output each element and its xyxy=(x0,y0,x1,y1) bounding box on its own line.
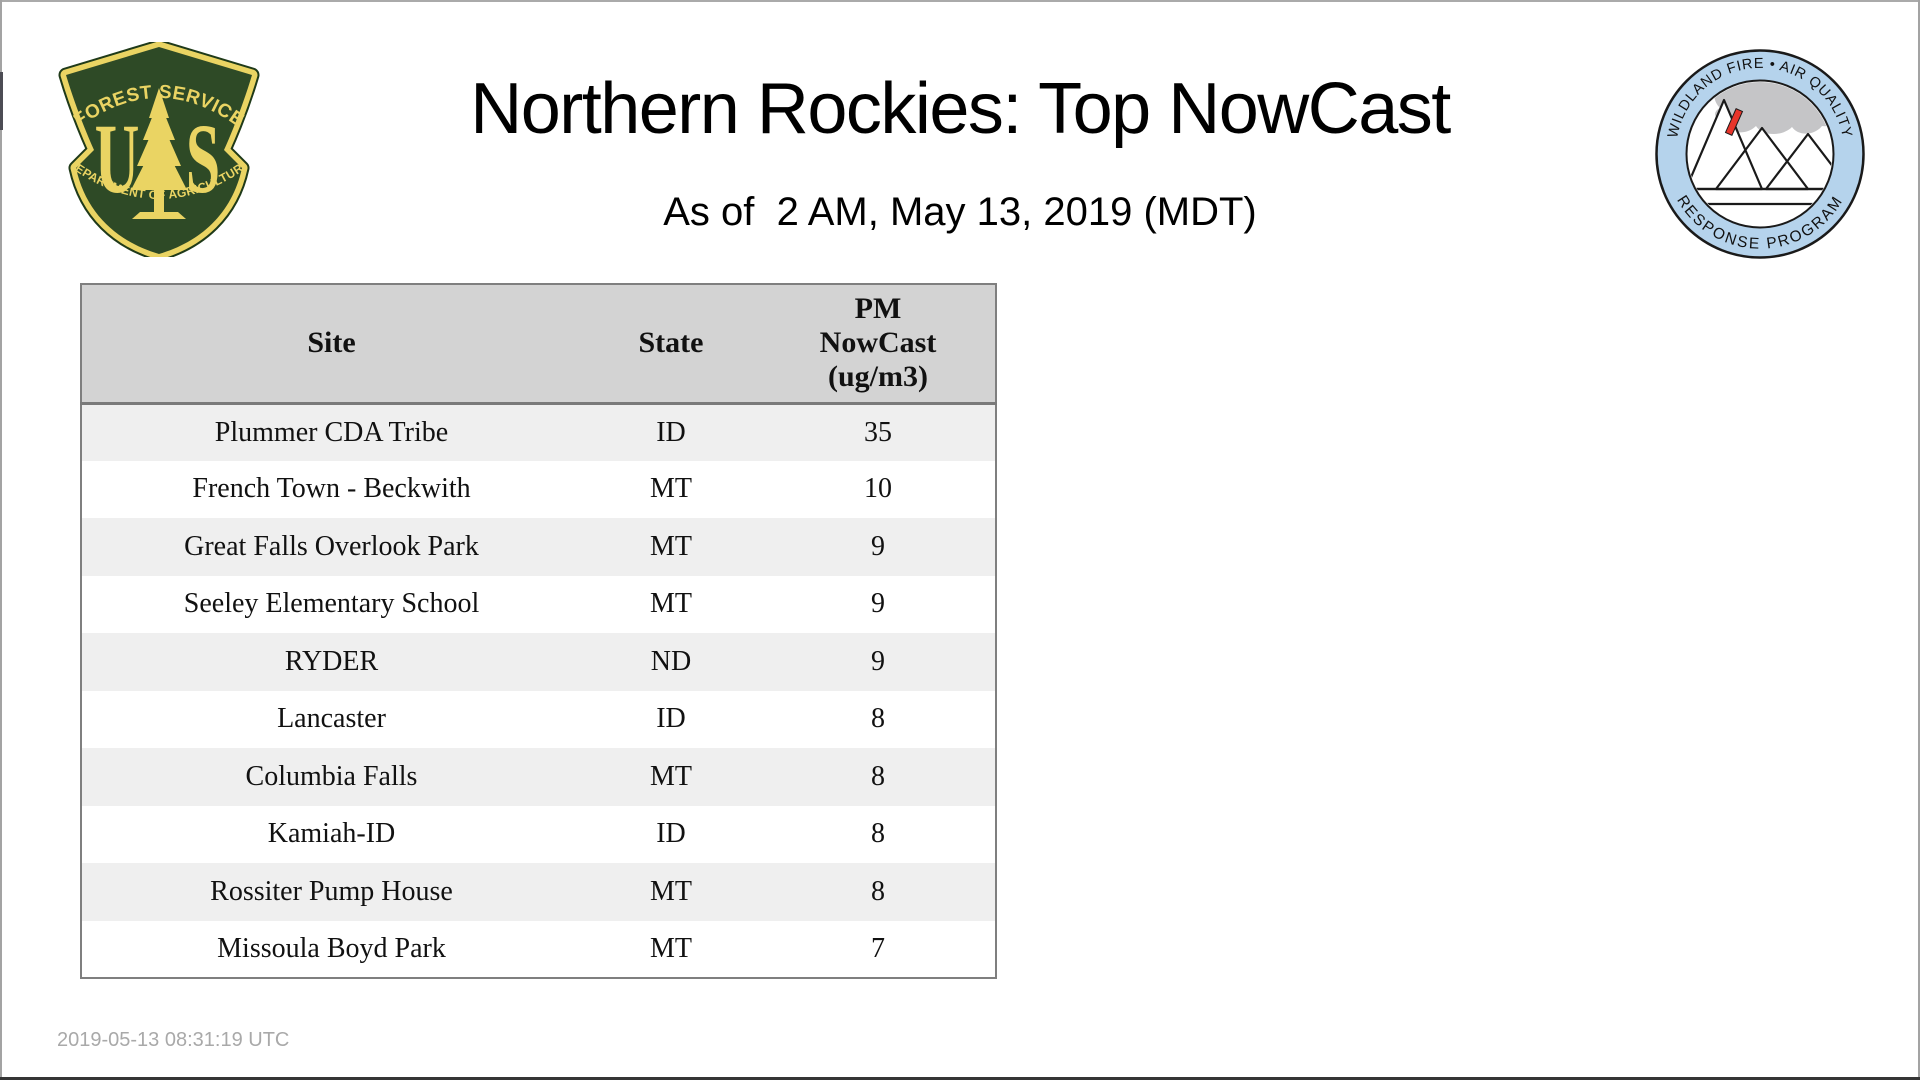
page-border-bottom xyxy=(0,1077,1920,1080)
table-row: Plummer CDA Tribe ID 35 xyxy=(81,403,996,461)
nowcast-table: Site State PM NowCast (ug/m3) Plummer CD… xyxy=(80,283,997,979)
site-cell: Seeley Elementary School xyxy=(183,588,480,620)
pm-value-cell: 8 xyxy=(871,875,885,907)
table-row: Kamiah-ID ID 8 xyxy=(81,805,996,863)
page-border-left xyxy=(0,0,2,1080)
table-row: Great Falls Overlook Park MT 9 xyxy=(81,518,996,576)
flame-mark-icon xyxy=(1724,108,1744,136)
page-subtitle: As of 2 AM, May 13, 2019 (MDT) xyxy=(663,190,1257,234)
column-header-pm-nowcast: PM NowCast (ug/m3) xyxy=(761,284,996,403)
state-cell: ID xyxy=(656,416,686,448)
state-cell: MT xyxy=(650,588,692,620)
site-cell: Plummer CDA Tribe xyxy=(214,416,449,448)
pm-value-cell: 8 xyxy=(871,760,885,792)
generated-timestamp: 2019-05-13 08:31:19 UTC xyxy=(57,1029,290,1051)
airfire-program-logo-icon: WILDLAND FIRE • AIR QUALITY RESPONSE PRO… xyxy=(1655,49,1865,259)
pm-value-cell: 9 xyxy=(871,645,885,677)
state-cell: MT xyxy=(650,760,692,792)
site-cell: Kamiah-ID xyxy=(267,818,396,850)
forest-service-logo-icon: FOREST SERVICE U S DEPARTMENT OF AGRICUL… xyxy=(54,42,260,257)
site-cell: RYDER xyxy=(284,645,379,677)
pm-value-cell: 9 xyxy=(871,530,885,562)
state-cell: MT xyxy=(650,875,692,907)
table-header: Site State PM NowCast (ug/m3) xyxy=(81,284,996,403)
table-row: French Town - Beckwith MT 10 xyxy=(81,460,996,518)
table-row: Seeley Elementary School MT 9 xyxy=(81,575,996,633)
state-cell: ID xyxy=(656,703,686,735)
page-border-left-mark xyxy=(0,72,3,130)
column-header-state: State xyxy=(638,326,704,360)
table-body: Plummer CDA Tribe ID 35 French Town - Be… xyxy=(81,403,996,978)
state-cell: MT xyxy=(650,932,692,964)
pm-header-line1: PM xyxy=(854,292,902,326)
shield-letter-s: S xyxy=(186,103,220,214)
table-row: Missoula Boyd Park MT 7 xyxy=(81,920,996,978)
state-cell: ND xyxy=(650,645,692,677)
page-border-right xyxy=(1918,0,1920,1080)
pm-value-cell: 8 xyxy=(871,703,885,735)
column-header-site: Site xyxy=(307,326,356,360)
state-cell: MT xyxy=(650,473,692,505)
pm-value-cell: 35 xyxy=(864,416,892,448)
table-row: Rossiter Pump House MT 8 xyxy=(81,863,996,921)
state-cell: ID xyxy=(656,818,686,850)
state-cell: MT xyxy=(650,530,692,562)
site-cell: Great Falls Overlook Park xyxy=(184,530,479,562)
site-cell: Rossiter Pump House xyxy=(210,875,453,907)
pm-value-cell: 7 xyxy=(871,932,885,964)
page-title: Northern Rockies: Top NowCast xyxy=(470,69,1451,149)
pm-value-cell: 8 xyxy=(871,818,885,850)
table-row: RYDER ND 9 xyxy=(81,633,996,691)
table-row: Lancaster ID 8 xyxy=(81,690,996,748)
shield-letter-u: U xyxy=(95,103,140,214)
site-cell: French Town - Beckwith xyxy=(192,473,471,505)
pm-header-line3: (ug/m3) xyxy=(828,360,928,394)
pm-value-cell: 10 xyxy=(864,473,892,505)
site-cell: Lancaster xyxy=(277,703,386,735)
pm-value-cell: 9 xyxy=(871,588,885,620)
page-border-top xyxy=(0,0,1920,2)
site-cell: Columbia Falls xyxy=(245,760,418,792)
site-cell: Missoula Boyd Park xyxy=(217,932,446,964)
pine-tree-icon xyxy=(131,88,187,219)
pm-header-line2: NowCast xyxy=(819,326,937,360)
table-row: Columbia Falls MT 8 xyxy=(81,748,996,806)
